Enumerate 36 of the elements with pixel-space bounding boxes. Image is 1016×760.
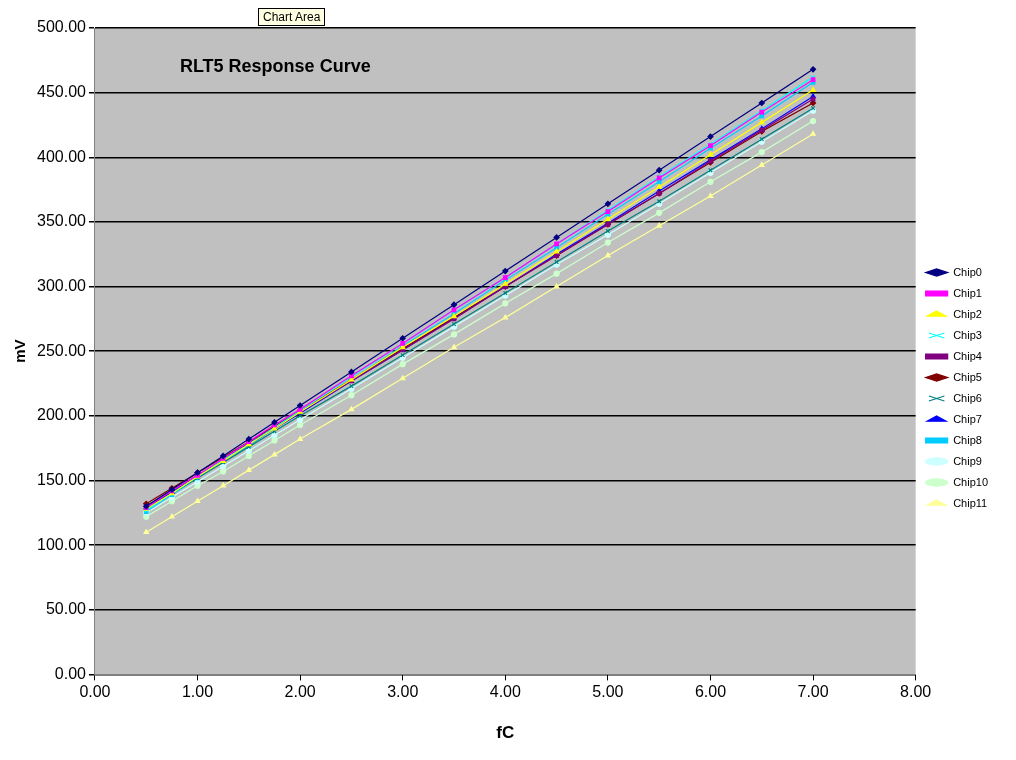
x-tick-label: 5.00 — [592, 683, 624, 701]
legend-label: Chip8 — [953, 433, 982, 446]
text: Chart Area — [258, 8, 326, 26]
y-tick-label: 450.00 — [37, 83, 87, 101]
text: RLT5 Response Curve — [179, 55, 371, 76]
legend-label: Chip0 — [953, 265, 982, 278]
legend-label: Chip10 — [953, 475, 988, 488]
x-tick-label: 8.00 — [900, 683, 932, 701]
y-tick-label: 0.00 — [54, 664, 87, 682]
x-tick-label: 6.00 — [694, 683, 727, 701]
legend-label: Chip2 — [953, 307, 982, 320]
y-tick-label: 400.00 — [37, 147, 87, 165]
legend-label: Chip3 — [953, 328, 982, 341]
x-tick-label: 0.00 — [79, 683, 111, 701]
legend-label: Chip1 — [953, 286, 982, 299]
y-tick-label: 500.00 — [37, 18, 87, 36]
legend-label: Chip7 — [953, 412, 982, 425]
x-tick-label: 2.00 — [284, 683, 316, 701]
y-tick-label: 50.00 — [45, 600, 87, 618]
y-tick-label: 250.00 — [37, 341, 87, 359]
y-tick-label: 100.00 — [37, 535, 87, 553]
x-tick-label: 7.00 — [797, 683, 829, 701]
y-tick-label: 300.00 — [37, 276, 87, 294]
y-tick-label: 200.00 — [37, 406, 87, 424]
x-tick-label: 4.00 — [489, 683, 521, 701]
legend-label: Chip9 — [953, 454, 982, 467]
legend-label: Chip11 — [953, 496, 988, 509]
y-tick-label: 350.00 — [37, 212, 87, 230]
legend-label: Chip5 — [953, 370, 982, 383]
legend-label: Chip6 — [953, 391, 982, 404]
y-tick-label: 150.00 — [37, 470, 87, 488]
x-tick-label: 1.00 — [181, 683, 214, 701]
y-axis-title: mV — [11, 339, 29, 363]
x-tick-label: 3.00 — [387, 683, 419, 701]
x-axis-title: fC — [496, 723, 515, 743]
legend-label: Chip4 — [953, 349, 982, 362]
